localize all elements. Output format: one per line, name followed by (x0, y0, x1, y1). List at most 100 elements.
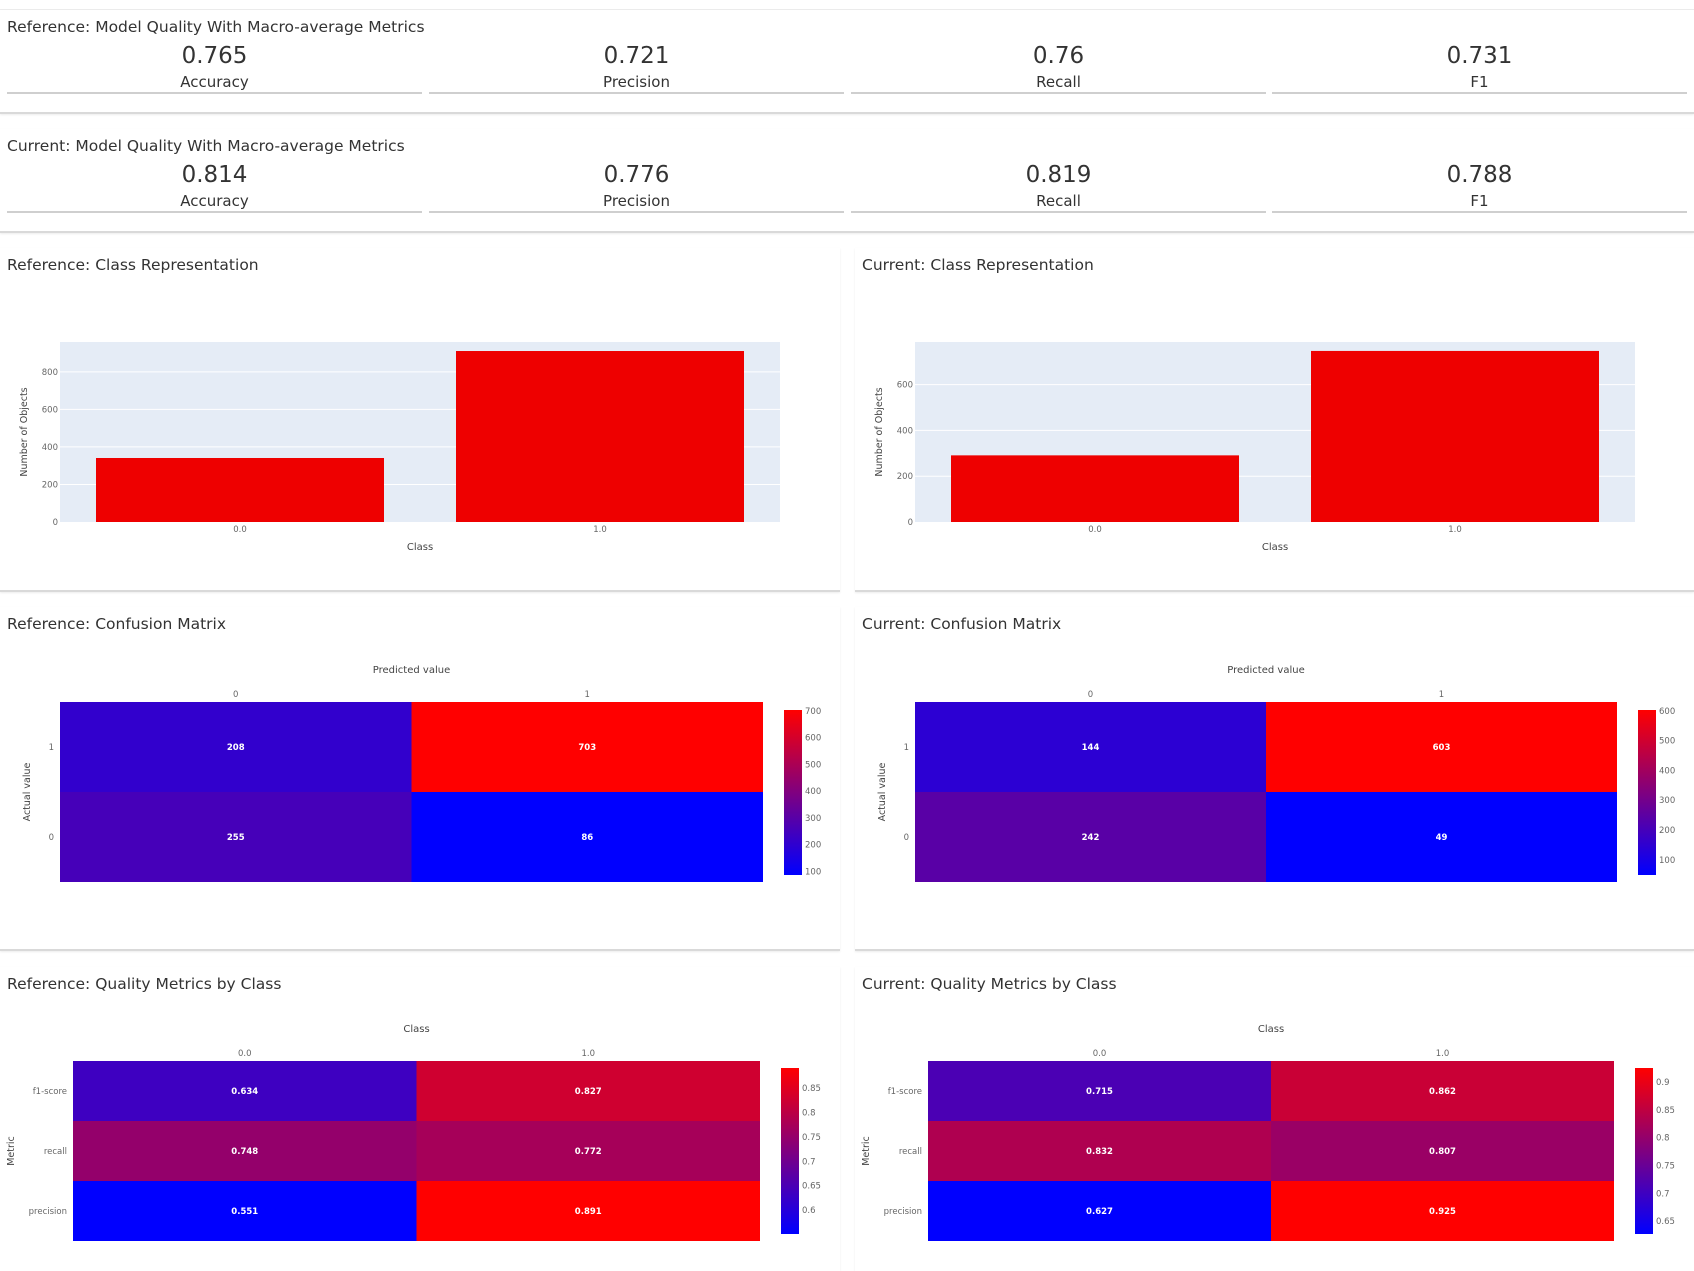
current-class-representation-chart: 0 200 400 600 0.0 1.0 Class Number of Objects (874, 342, 1635, 553)
cell-value-label: 208 (227, 743, 245, 753)
colorbar-tick-label: 0.8 (1656, 1134, 1670, 1144)
colorbar (784, 710, 802, 875)
x-axis-label: Predicted value (1227, 665, 1304, 676)
colorbar-tick-label: 200 (805, 841, 821, 851)
current-precision-card: 0.776 Precision (429, 157, 844, 213)
x-tick-label: 1.0 (593, 525, 607, 535)
heatmap-cell (1266, 702, 1617, 792)
x-tick-label: 0.0 (233, 525, 247, 535)
y-tick-label: 1 (904, 743, 909, 753)
colorbar-tick-label: 200 (1659, 826, 1675, 836)
y-tick-label: 800 (42, 368, 58, 378)
cell-value-label: 0.715 (1086, 1087, 1113, 1097)
reference-confusion-matrix-chart: Predicted value 0 1 1 0 Actual value 208 703 255… (22, 665, 821, 882)
y-tick-label: 0 (904, 833, 909, 843)
reference-metrics-title: Reference: Model Quality With Macro-aver… (7, 18, 425, 36)
heatmap-cell (1271, 1121, 1614, 1181)
cell-value-label: 255 (227, 833, 245, 843)
colorbar-tick-label: 600 (1659, 707, 1675, 717)
cell-value-label: 0.925 (1429, 1207, 1456, 1217)
reference-class-representation-title: Reference: Class Representation (7, 256, 259, 274)
x-axis-label: Class (1262, 542, 1288, 553)
colorbar-tick-label: 0.6 (802, 1206, 816, 1216)
cell-value-label: 0.627 (1086, 1207, 1113, 1217)
reference-precision-label: Precision (603, 73, 670, 91)
y-tick-label: 200 (42, 480, 58, 490)
x-tick-label: 1.0 (581, 1049, 595, 1059)
reference-quality-by-class-title: Reference: Quality Metrics by Class (7, 975, 282, 993)
heatmap-cell (416, 1061, 760, 1121)
cell-value-label: 0.772 (575, 1147, 602, 1157)
bar-0.0 (951, 455, 1239, 522)
bar-1.0 (456, 351, 744, 522)
colorbar-tick-label: 400 (805, 787, 821, 797)
heatmap-cell (73, 1121, 417, 1181)
y-tick-label: 0 (49, 833, 54, 843)
current-class-representation-panel: Current: Class Representation 0 200 400 600… (855, 248, 1694, 592)
y-tick-label: recall (899, 1147, 922, 1157)
y-tick-label: f1-score (33, 1087, 67, 1097)
reference-accuracy-value: 0.765 (181, 43, 248, 69)
current-accuracy-label: Accuracy (180, 192, 249, 210)
y-tick-label: 600 (897, 381, 913, 391)
heatmap-cell (928, 1181, 1271, 1241)
reference-f1-card: 0.731 F1 (1272, 38, 1687, 94)
y-tick-label: 0 (53, 518, 58, 528)
colorbar-tick-label: 0.65 (1656, 1217, 1675, 1227)
colorbar-tick-label: 500 (1659, 737, 1675, 747)
current-confusion-matrix-title: Current: Confusion Matrix (862, 615, 1062, 633)
reference-class-representation-panel: Reference: Class Representation 0 200 400 6… (0, 248, 840, 592)
colorbar-tick-label: 0.85 (802, 1084, 821, 1094)
cell-value-label: 0.832 (1086, 1147, 1113, 1157)
colorbar-tick-label: 100 (1659, 856, 1675, 866)
y-tick-label: f1-score (888, 1087, 922, 1097)
heatmap-cell (915, 792, 1266, 882)
heatmap-cell (1271, 1181, 1614, 1241)
x-axis-label: Class (407, 542, 433, 553)
current-metrics-title: Current: Model Quality With Macro-averag… (7, 137, 405, 155)
reference-accuracy-card: 0.765 Accuracy (7, 38, 422, 94)
colorbar-tick-label: 500 (805, 760, 821, 770)
reference-recall-card: 0.76 Recall (851, 38, 1266, 94)
current-f1-label: F1 (1470, 192, 1489, 210)
colorbar-tick-label: 100 (805, 867, 821, 877)
colorbar-tick-label: 600 (805, 734, 821, 744)
reference-quality-by-class-chart: Class 0.0 1.0 f1-score recall precision Metric… (6, 1024, 821, 1241)
current-quality-by-class-chart: Class 0.0 1.0 f1-score recall precision Metric… (861, 1024, 1675, 1241)
y-tick-label: precision (884, 1207, 922, 1217)
heatmap-cell (1271, 1061, 1614, 1121)
reference-recall-label: Recall (1036, 73, 1081, 91)
heatmap-cell (73, 1181, 417, 1241)
cell-value-label: 0.551 (231, 1207, 258, 1217)
colorbar-tick-label: 0.75 (802, 1133, 821, 1143)
y-axis-label: Metric (861, 1136, 872, 1166)
x-tick-label: 0 (233, 690, 238, 700)
colorbar-tick-label: 0.7 (1656, 1189, 1670, 1199)
heatmap-cell (928, 1061, 1271, 1121)
y-axis-label: Metric (6, 1136, 17, 1166)
y-tick-label: 600 (42, 405, 58, 415)
cell-value-label: 0.807 (1429, 1147, 1456, 1157)
reference-class-representation-chart: 0 200 400 600 800 0.0 1.0 Class Number of Object… (19, 342, 780, 553)
current-class-representation-title: Current: Class Representation (862, 256, 1094, 274)
reference-confusion-matrix-panel: Reference: Confusion Matrix Predicted va… (0, 607, 840, 951)
colorbar-tick-label: 300 (805, 814, 821, 824)
current-metrics-panel: Current: Model Quality With Macro-averag… (0, 129, 1694, 233)
x-axis-label: Class (403, 1024, 429, 1035)
colorbar-tick-label: 700 (805, 707, 821, 717)
cell-value-label: 0.748 (231, 1147, 258, 1157)
current-confusion-matrix-chart: Predicted value 0 1 1 0 Actual value 144 603 242… (877, 665, 1675, 882)
y-tick-label: precision (29, 1207, 67, 1217)
current-f1-card: 0.788 F1 (1272, 157, 1687, 213)
colorbar-tick-label: 0.75 (1656, 1161, 1675, 1171)
y-axis-label: Actual value (877, 762, 888, 821)
x-tick-label: 0.0 (1088, 525, 1102, 535)
x-tick-label: 1 (585, 690, 590, 700)
x-axis-label: Predicted value (373, 665, 450, 676)
current-recall-label: Recall (1036, 192, 1081, 210)
cell-value-label: 0.634 (231, 1087, 258, 1097)
cell-value-label: 86 (581, 833, 593, 843)
current-f1-value: 0.788 (1446, 162, 1513, 188)
current-confusion-matrix-panel: Current: Confusion Matrix Predicted valu… (855, 607, 1694, 951)
current-quality-by-class-panel: Current: Quality Metrics by Class Class 0… (855, 967, 1694, 1271)
